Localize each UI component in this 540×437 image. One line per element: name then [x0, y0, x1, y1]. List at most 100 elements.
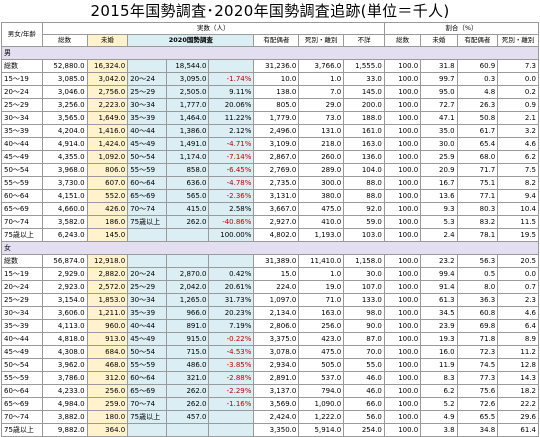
cell-unk: 1,158.0 [343, 254, 385, 268]
cell-ru: 47.1 [420, 111, 458, 125]
cell-ber: 423.0 [298, 332, 345, 346]
cell-total: 2,923.0 [41, 280, 88, 294]
cell-unk: 30.0 [343, 267, 385, 281]
cell-rt: 100.0 [383, 332, 422, 346]
cell-rm: 4.8 [456, 85, 499, 99]
cell-rm: 72.6 [456, 397, 499, 411]
cell-age2: 50～54 [127, 150, 167, 164]
cell-rt: 100.0 [383, 124, 422, 138]
cell-rt: 100.0 [383, 410, 422, 424]
cell-rb: 14.3 [497, 371, 539, 385]
cell-ru: 16.0 [420, 345, 458, 359]
cell-rm: 60.9 [456, 59, 499, 73]
cell-rb: 2.1 [497, 111, 539, 125]
cell-unk: 254.0 [343, 423, 385, 437]
cell-ru: 23.9 [420, 319, 458, 333]
cell-total: 6,243.0 [41, 228, 88, 242]
cell-mar: 3,350.0 [253, 423, 300, 437]
cell-ber: 380.0 [298, 189, 345, 203]
cell-unm: 256.0 [86, 384, 129, 398]
cell-age2: 55～59 [127, 358, 167, 372]
cell-age: 65～69 [1, 202, 43, 216]
cell-rt: 100.0 [383, 137, 422, 151]
cell-age2: 35～39 [127, 306, 167, 320]
cell-v2: 915.0 [165, 332, 210, 346]
cell-mar: 224.0 [253, 280, 300, 294]
cell-v2: 1,386.0 [165, 124, 210, 138]
cell-ber: 19.0 [298, 280, 345, 294]
cell-unm: 2,572.0 [86, 280, 129, 294]
cell-rb: 0.0 [497, 267, 539, 281]
table-row: 70～74 3,582.0 186.0 75歳以上 262.0 -40.86% 2,927.… [1, 215, 539, 229]
cell-ru: 13.6 [420, 189, 458, 203]
cell-rb: 4.6 [497, 306, 539, 320]
cell-ru: 31.8 [420, 59, 458, 73]
cell-rm: 74.5 [456, 358, 499, 372]
cell-v2: 262.0 [165, 215, 210, 229]
cell-rt: 100.0 [383, 72, 422, 86]
table-row: 40～44 4,818.0 913.0 45～49 915.0 -0.22% 3,375.0… [1, 332, 539, 346]
cell-v2: 966.0 [165, 306, 210, 320]
cell-ber: 475.0 [298, 345, 345, 359]
cell-age2 [127, 228, 167, 242]
cell-unk: 56.0 [343, 410, 385, 424]
cell-ru: 72.7 [420, 98, 458, 112]
cell-v2: 3,095.0 [165, 72, 210, 86]
cell-rt: 100.0 [383, 371, 422, 385]
cell-v2 [165, 423, 210, 437]
table-row: 25～29 3,154.0 1,853.0 30～34 1,265.0 31.73% 1,0… [1, 293, 539, 307]
cell-age: 40～44 [1, 332, 43, 346]
cell-rb: 8.9 [497, 332, 539, 346]
cell-unk: 55.0 [343, 358, 385, 372]
cell-unk: 163.0 [343, 137, 385, 151]
cell-total: 2,929.0 [41, 267, 88, 281]
cell-age2: 30～34 [127, 98, 167, 112]
cell-unk: 70.0 [343, 345, 385, 359]
table-row: 50～54 3,962.0 468.0 55～59 486.0 -3.85% 2,934.0… [1, 358, 539, 372]
cell-v2: 858.0 [165, 163, 210, 177]
cell-age: 50～54 [1, 163, 43, 177]
cell-pct: -4.53% [208, 345, 255, 359]
cell-age: 60～64 [1, 384, 43, 398]
cell-unm: 3,042.0 [86, 72, 129, 86]
cell-v2: 262.0 [165, 384, 210, 398]
cell-age2 [127, 254, 167, 268]
cell-v2: 486.0 [165, 358, 210, 372]
cell-total: 4,204.0 [41, 124, 88, 138]
cell-unm: 806.0 [86, 163, 129, 177]
cell-age: 35～39 [1, 124, 43, 138]
cell-pct: -2.88% [208, 371, 255, 385]
cell-unm: 468.0 [86, 358, 129, 372]
cell-rm: 60.8 [456, 306, 499, 320]
cell-mar: 3,667.0 [253, 202, 300, 216]
cell-rt: 100.0 [383, 254, 422, 268]
header-ratio-unmarried: 未婚 [420, 34, 458, 47]
table-row: 45～49 4,355.0 1,092.0 50～54 1,174.0 -7.14% 2,8… [1, 150, 539, 164]
cell-ber: 1.0 [298, 267, 345, 281]
cell-unm: 426.0 [86, 202, 129, 216]
cell-unk: 87.0 [343, 332, 385, 346]
cell-unk: 59.0 [343, 215, 385, 229]
cell-rm: 71.7 [456, 163, 499, 177]
cell-mar: 4,802.0 [253, 228, 300, 242]
cell-pct: -6.45% [208, 163, 255, 177]
cell-v2 [165, 228, 210, 242]
cell-unk: 107.0 [343, 280, 385, 294]
cell-unk: 133.0 [343, 293, 385, 307]
cell-unm: 607.0 [86, 176, 129, 190]
cell-ru: 61.3 [420, 293, 458, 307]
cell-ru: 35.0 [420, 124, 458, 138]
table-row: 15～19 2,929.0 2,882.0 20～24 2,870.0 0.42% 15.0… [1, 267, 539, 281]
cell-ru: 4.9 [420, 410, 458, 424]
header-total: 総数 [41, 34, 88, 47]
cell-ber: 163.0 [298, 306, 345, 320]
cell-ru: 99.7 [420, 72, 458, 86]
cell-pct: 2.58% [208, 202, 255, 216]
cell-ber: 29.0 [298, 98, 345, 112]
cell-unk: 92.0 [343, 202, 385, 216]
cell-ber: 1,090.0 [298, 397, 345, 411]
cell-unk: 46.0 [343, 384, 385, 398]
cell-rt: 100.0 [383, 397, 422, 411]
cell-age: 70～74 [1, 410, 43, 424]
cell-v2: 636.0 [165, 176, 210, 190]
